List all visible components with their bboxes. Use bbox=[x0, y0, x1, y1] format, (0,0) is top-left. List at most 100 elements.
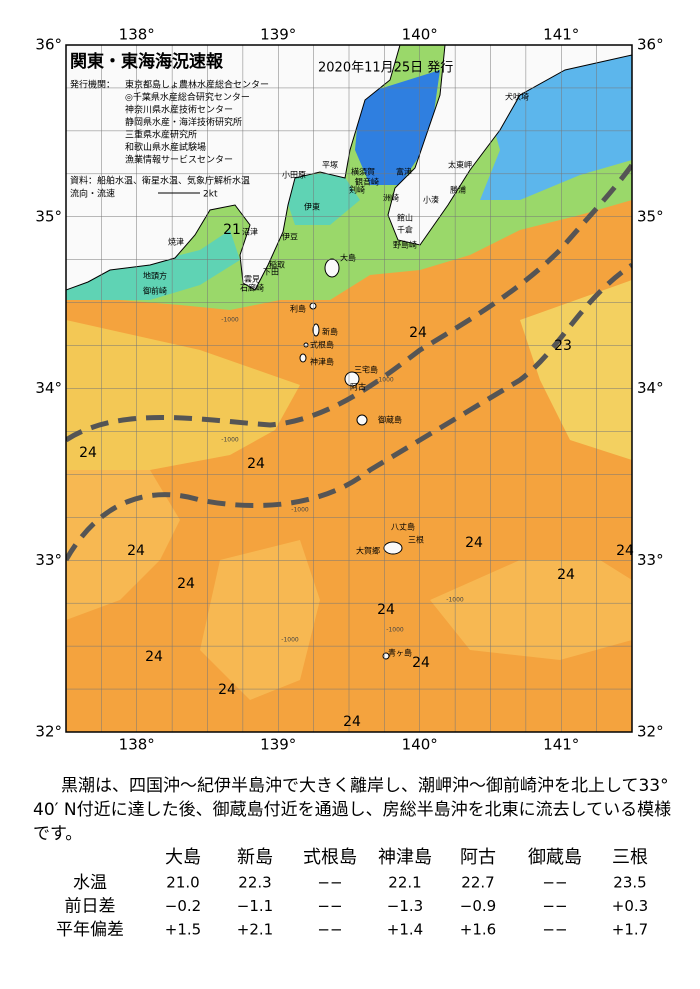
table-cell: −1.3 bbox=[387, 897, 423, 915]
column-header: 大島 bbox=[165, 847, 201, 868]
contour-label: 23 bbox=[554, 338, 572, 354]
depth-label: -1000 bbox=[386, 627, 404, 634]
kuroshio-axis bbox=[66, 163, 632, 562]
issuer: ◎千葉県水産総合研究センター bbox=[125, 91, 250, 103]
sea-layer bbox=[66, 45, 632, 732]
table-cell: +1.7 bbox=[612, 921, 648, 939]
place-name: 伊東 bbox=[304, 202, 320, 212]
place-name: 大島 bbox=[340, 253, 356, 263]
place-name: 犬吠埼 bbox=[505, 92, 529, 102]
place-name: 千倉 bbox=[397, 225, 413, 235]
contour-label: 24 bbox=[79, 445, 97, 461]
summary: 黒潮は、四国沖～紀伊半島沖で大きく離岸し、潮岬沖～御前崎沖を北上して33° 40… bbox=[33, 776, 672, 844]
lat-label: 36° bbox=[637, 36, 664, 54]
contour-label: 21 bbox=[223, 222, 241, 238]
land-boso bbox=[387, 45, 632, 246]
column-header: 新島 bbox=[237, 847, 273, 868]
sea-yellow-east bbox=[520, 280, 632, 460]
place-name: 館山 bbox=[397, 213, 413, 223]
place-name: 小田原 bbox=[282, 171, 306, 180]
place-name: 平塚 bbox=[322, 161, 338, 170]
depth-label: -1000 bbox=[376, 377, 394, 384]
contour-label: 24 bbox=[177, 576, 195, 592]
lon-label: 140° bbox=[402, 736, 438, 754]
place-name: 焼津 bbox=[168, 237, 184, 247]
table-cell: +1.6 bbox=[460, 921, 496, 939]
contour-label: 24 bbox=[377, 602, 395, 618]
table-cell: −0.9 bbox=[460, 897, 496, 915]
land-honshu bbox=[66, 45, 401, 291]
place-name: 三宅島 bbox=[354, 365, 378, 375]
depth-label: -1000 bbox=[221, 317, 239, 324]
depth-label: -1000 bbox=[281, 637, 299, 644]
lon-label: 138° bbox=[119, 26, 155, 44]
place-name: 大賀郷 bbox=[356, 546, 380, 556]
table-cell: 22.3 bbox=[238, 874, 271, 892]
lon-label: 141° bbox=[543, 736, 579, 754]
contour-label: 24 bbox=[218, 682, 236, 698]
place-name: 八丈島 bbox=[391, 522, 415, 532]
place-name: 野島崎 bbox=[393, 240, 417, 250]
place-name: 稲取 bbox=[269, 260, 285, 270]
contour-label: 24 bbox=[409, 325, 427, 341]
table-cell: 22.1 bbox=[388, 874, 421, 892]
issuer: 東京都島しょ農林水産総合センター bbox=[125, 79, 269, 91]
lat-label: 36° bbox=[35, 36, 62, 54]
depth-label: -1000 bbox=[221, 437, 239, 444]
table-cell: −− bbox=[542, 874, 567, 892]
place-name: 勝浦 bbox=[450, 185, 466, 195]
lon-label: 139° bbox=[260, 736, 296, 754]
place-name: 利島 bbox=[290, 304, 306, 314]
place-name: 地頭方 bbox=[143, 271, 167, 281]
table-cell: +2.1 bbox=[237, 921, 273, 939]
table-cell: −− bbox=[317, 897, 342, 915]
legend-speed: 2kt bbox=[203, 190, 218, 200]
title: 関東・東海海況速報 bbox=[70, 51, 224, 72]
column-header: 御蔵島 bbox=[528, 847, 582, 868]
contour-label: 24 bbox=[145, 649, 163, 665]
place-name: 沼津 bbox=[242, 227, 258, 237]
row-label: 前日差 bbox=[65, 897, 116, 917]
place-name: 阿古 bbox=[350, 382, 366, 392]
depth-label: -1000 bbox=[446, 597, 464, 604]
place-name: 下田 bbox=[263, 268, 279, 277]
graticule bbox=[66, 45, 632, 732]
table-cell: +1.4 bbox=[387, 921, 423, 939]
issuer-label: 発行機関： bbox=[70, 79, 115, 91]
contour-label: 24 bbox=[616, 543, 634, 559]
place-name: 太東岬 bbox=[448, 160, 472, 170]
issuer: 静岡県水産・海洋技術研究所 bbox=[125, 116, 242, 128]
place-name: 御蔵島 bbox=[378, 415, 402, 425]
table-cell: +1.5 bbox=[165, 921, 201, 939]
place-name: 横須賀 bbox=[351, 167, 375, 177]
column-header: 神津島 bbox=[378, 847, 432, 868]
lon-label: 140° bbox=[402, 26, 438, 44]
table-cell: −− bbox=[542, 921, 567, 939]
place-name: 洲崎 bbox=[383, 193, 399, 203]
contour-label: 24 bbox=[412, 655, 430, 671]
column-header: 阿古 bbox=[460, 847, 496, 868]
place-name: 御前崎 bbox=[143, 286, 167, 296]
place-name: 青ヶ島 bbox=[388, 648, 412, 658]
place-name: 富津 bbox=[396, 167, 412, 177]
contour-label: 24 bbox=[127, 543, 145, 559]
lat-label: 32° bbox=[637, 723, 664, 741]
lon-label: 138° bbox=[119, 736, 155, 754]
column-header: 式根島 bbox=[303, 847, 357, 868]
table-cell: −− bbox=[317, 921, 342, 939]
row-label: 水温 bbox=[73, 873, 107, 893]
lat-label: 33° bbox=[35, 551, 62, 569]
table-cell: +0.3 bbox=[612, 897, 648, 915]
table-cell: −− bbox=[317, 874, 342, 892]
place-name: 観音崎 bbox=[355, 177, 379, 187]
lat-label: 32° bbox=[35, 723, 62, 741]
place-name: 式根島 bbox=[310, 340, 334, 350]
issuer: 三重県水産研究所 bbox=[125, 129, 197, 141]
column-header: 三根 bbox=[612, 847, 648, 868]
table-cell: −0.2 bbox=[165, 897, 201, 915]
contour-label: 24 bbox=[465, 535, 483, 551]
table-cell: 23.5 bbox=[613, 874, 646, 892]
issuer: 神奈川県水産技術センター bbox=[125, 104, 233, 116]
